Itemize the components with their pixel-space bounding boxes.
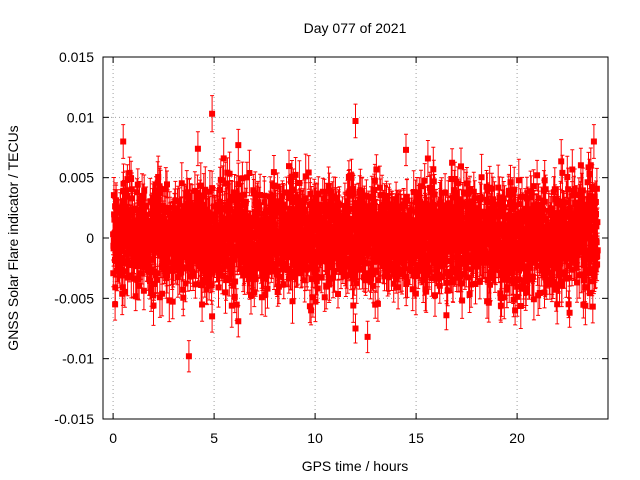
x-tick-label: 10 [307,430,323,446]
y-tick-label: -0.005 [54,290,94,306]
x-tick-label: 0 [109,430,117,446]
y-tick-label: 0.015 [59,49,94,65]
data-layer [110,95,601,373]
axes: 0 5 10 15 20 -0.015 -0.01 -0.005 0 0.005 0.01 0.015 [54,49,608,446]
x-tick-label: 15 [408,430,424,446]
x-tick-label: 20 [509,430,525,446]
data-point-markers [110,110,601,360]
x-tick-label: 5 [210,430,218,446]
y-tick-label: 0 [86,230,94,246]
chart-title: Day 077 of 2021 [304,20,407,36]
y-tick-label: 0.01 [67,109,94,125]
y-tick-label: -0.015 [54,411,94,427]
y-tick-label: -0.01 [62,351,94,367]
x-axis-label: GPS time / hours [302,458,409,474]
y-tick-label: 0.005 [59,170,94,186]
y-axis-label: GNSS Solar Flare indicator / TECUs [5,125,21,350]
